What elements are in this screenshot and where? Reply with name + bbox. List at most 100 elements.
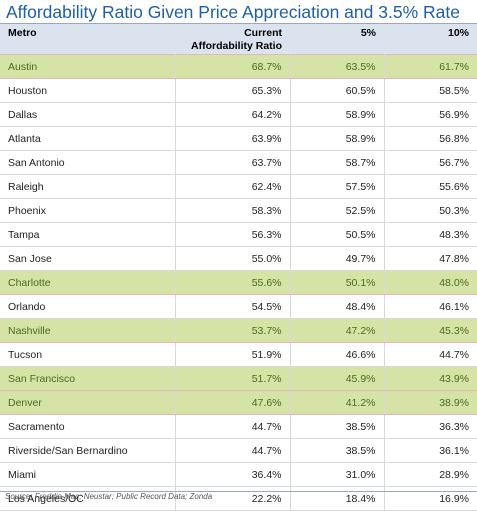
cell-10pct: 55.6% [384,174,477,199]
cell-current-ratio: 55.6% [175,270,291,295]
cell-current-ratio: 58.3% [175,198,291,223]
cell-current-ratio: 68.7% [175,54,291,79]
cell-10pct: 43.9% [384,366,477,391]
cell-metro: San Francisco [0,366,176,391]
cell-10pct: 56.7% [384,150,477,175]
cell-10pct: 28.9% [384,462,477,487]
cell-current-ratio: 44.7% [175,438,291,463]
cell-current-ratio: 65.3% [175,78,291,103]
cell-5pct: 49.7% [290,246,385,271]
cell-metro: Tampa [0,222,176,247]
cell-metro: Houston [0,78,176,103]
cell-5pct: 58.9% [290,126,385,151]
cell-10pct: 61.7% [384,54,477,79]
source-note: Source: Freddie Mac; Neustar; Public Rec… [5,492,213,501]
cell-metro: Austin [0,54,176,79]
cell-metro: Raleigh [0,174,176,199]
table-body: Austin 68.7% 63.5% 61.7% Houston 65.3% 60.5% 58… [0,54,477,511]
cell-current-ratio: 62.4% [175,174,291,199]
cell-metro: Dallas [0,102,176,127]
cell-5pct: 48.4% [290,294,385,319]
table-row: Phoenix 58.3% 52.5% 50.3% [0,198,477,223]
table-row: Nashville 53.7% 47.2% 45.3% [0,318,477,343]
cell-5pct: 60.5% [290,78,385,103]
footer-rule [0,491,477,492]
cell-metro: Charlotte [0,270,176,295]
header-row: Metro Current Affordability Ratio 5% 10% [0,24,477,55]
cell-5pct: 50.1% [290,270,385,295]
table-row: Denver 47.6% 41.2% 38.9% [0,390,477,415]
cell-10pct: 44.7% [384,342,477,367]
cell-current-ratio: 51.9% [175,342,291,367]
cell-metro: Miami [0,462,176,487]
table-row: Atlanta 63.9% 58.9% 56.8% [0,126,477,151]
cell-10pct: 45.3% [384,318,477,343]
cell-10pct: 48.3% [384,222,477,247]
cell-current-ratio: 47.6% [175,390,291,415]
cell-10pct: 47.8% [384,246,477,271]
cell-metro: Atlanta [0,126,176,151]
column-header-5pct: 5% [290,24,384,55]
cell-metro: Nashville [0,318,176,343]
cell-metro: Denver [0,390,176,415]
table-row: Tampa 56.3% 50.5% 48.3% [0,222,477,247]
cell-5pct: 58.7% [290,150,385,175]
table-row: Charlotte 55.6% 50.1% 48.0% [0,270,477,295]
cell-current-ratio: 63.9% [175,126,291,151]
cell-metro: Sacramento [0,414,176,439]
cell-5pct: 46.6% [290,342,385,367]
cell-10pct: 46.1% [384,294,477,319]
cell-5pct: 41.2% [290,390,385,415]
cell-current-ratio: 63.7% [175,150,291,175]
cell-5pct: 50.5% [290,222,385,247]
affordability-table: Metro Current Affordability Ratio 5% 10%… [0,24,477,511]
cell-10pct: 58.5% [384,78,477,103]
title-rule [0,23,477,24]
cell-5pct: 57.5% [290,174,385,199]
table-row: Orlando 54.5% 48.4% 46.1% [0,294,477,319]
cell-10pct: 36.3% [384,414,477,439]
cell-current-ratio: 44.7% [175,414,291,439]
cell-metro: Phoenix [0,198,176,223]
table-row: San Antonio 63.7% 58.7% 56.7% [0,150,477,175]
cell-current-ratio: 51.7% [175,366,291,391]
table-row: Dallas 64.2% 58.9% 56.9% [0,102,477,127]
table-row: Raleigh 62.4% 57.5% 55.6% [0,174,477,199]
table-row: Sacramento 44.7% 38.5% 36.3% [0,414,477,439]
table-row: Austin 68.7% 63.5% 61.7% [0,54,477,79]
table-row: Riverside/San Bernardino 44.7% 38.5% 36.1% [0,438,477,463]
chart-title: Affordability Ratio Given Price Apprecia… [6,2,460,22]
cell-metro: San Jose [0,246,176,271]
cell-5pct: 63.5% [290,54,385,79]
column-header-10pct: 10% [384,24,477,55]
cell-current-ratio: 55.0% [175,246,291,271]
cell-5pct: 47.2% [290,318,385,343]
cell-5pct: 52.5% [290,198,385,223]
cell-10pct: 48.0% [384,270,477,295]
cell-current-ratio: 36.4% [175,462,291,487]
cell-5pct: 58.9% [290,102,385,127]
cell-metro: Orlando [0,294,176,319]
column-header-metro: Metro [0,24,175,55]
cell-metro: San Antonio [0,150,176,175]
cell-current-ratio: 64.2% [175,102,291,127]
table-row: San Jose 55.0% 49.7% 47.8% [0,246,477,271]
cell-10pct: 50.3% [384,198,477,223]
table-row: San Francisco 51.7% 45.9% 43.9% [0,366,477,391]
cell-current-ratio: 53.7% [175,318,291,343]
table-row: Houston 65.3% 60.5% 58.5% [0,78,477,103]
cell-10pct: 38.9% [384,390,477,415]
table-row: Miami 36.4% 31.0% 28.9% [0,462,477,487]
cell-10pct: 56.9% [384,102,477,127]
cell-5pct: 45.9% [290,366,385,391]
cell-current-ratio: 54.5% [175,294,291,319]
column-header-current-ratio: Current Affordability Ratio [175,24,290,55]
cell-5pct: 38.5% [290,438,385,463]
cell-metro: Tucson [0,342,176,367]
cell-metro: Riverside/San Bernardino [0,438,176,463]
cell-5pct: 31.0% [290,462,385,487]
cell-current-ratio: 56.3% [175,222,291,247]
cell-5pct: 38.5% [290,414,385,439]
cell-10pct: 56.8% [384,126,477,151]
cell-10pct: 36.1% [384,438,477,463]
